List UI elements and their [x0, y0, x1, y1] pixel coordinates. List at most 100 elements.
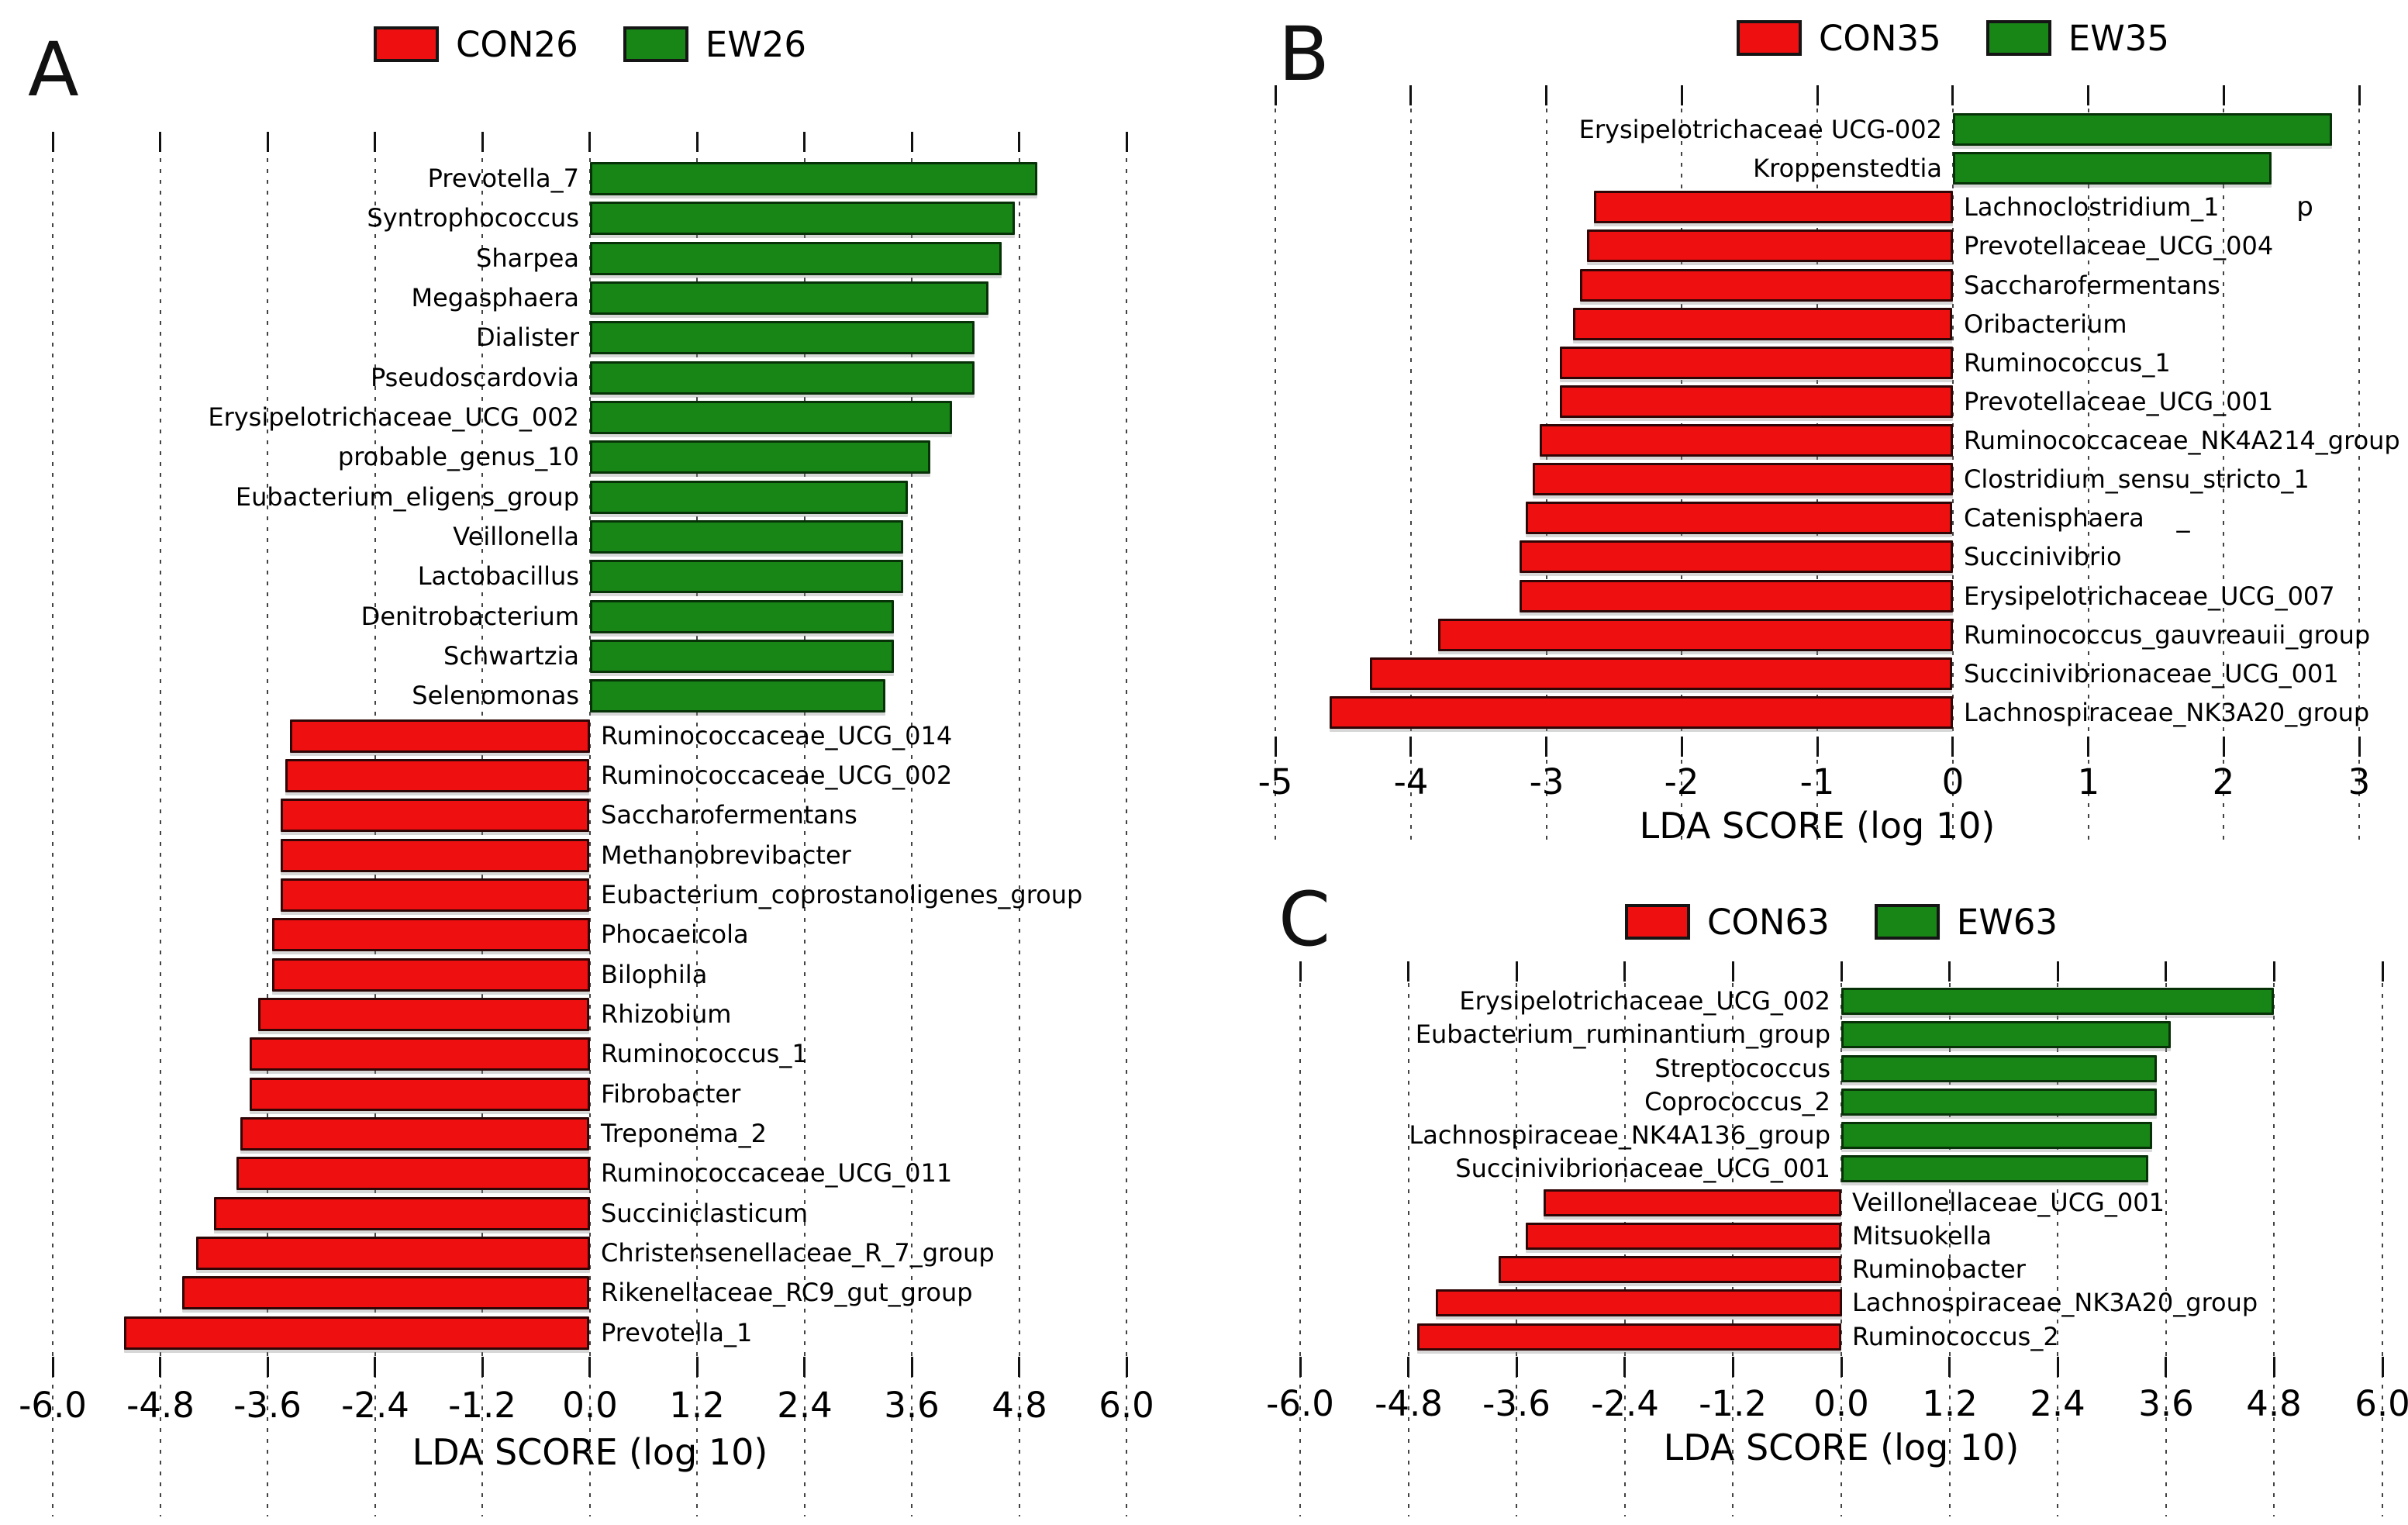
bar-label-mitsuokella: Mitsuokella [1852, 1221, 1992, 1251]
legend-entry-con35: CON35 [1737, 20, 1941, 56]
bar-veillonella [590, 520, 903, 554]
bar-label-ruminobacter: Ruminobacter [1852, 1254, 2026, 1284]
bar-eubacterium-ruminantium-group [1841, 1021, 2171, 1048]
tickmark-top-2-4 [803, 132, 806, 152]
bar-lachnoclostridium-1 [1594, 191, 1953, 223]
tick-label-0-0: 0.0 [562, 1385, 618, 1426]
legend: CON63 EW63 [1625, 904, 2058, 940]
tick-label-1: 1 [2077, 761, 2100, 802]
gridline-1-2 [481, 158, 483, 1516]
gridline-0-0 [1840, 983, 1842, 1516]
tick-label-3: -3 [1529, 761, 1565, 802]
gridline-4-8 [1408, 983, 1409, 1516]
legend-label: CON35 [1819, 17, 1941, 59]
bar-rhizobium [258, 998, 589, 1031]
tick-label-2-4: -2.4 [341, 1385, 409, 1426]
bar-label-oribacterium: Oribacterium [1964, 309, 2127, 339]
panel-label-c: C [1278, 876, 1331, 963]
tickmark-top-4-8 [1407, 961, 1409, 982]
bar-rikenellaceae-rc9-gut-group [182, 1276, 589, 1309]
bar-dialister [590, 321, 975, 354]
bar-label-sharpea: Sharpea [476, 243, 579, 273]
tickmark-top-3-6 [1516, 961, 1518, 982]
bar-label-coprococcus-2: Coprococcus_2 [1644, 1087, 1830, 1116]
tickmark-bottom-2-4 [803, 1357, 806, 1377]
bar-saccharofermentans [1580, 269, 1953, 302]
bar-label-megasphaera: Megasphaera [411, 283, 579, 312]
bar-succiniclasticum [214, 1197, 590, 1230]
tick-label-5: -5 [1257, 761, 1293, 802]
tick-label-2: -2 [1664, 761, 1699, 802]
bar-label-ruminococcaceae-ucg-002: Ruminococcaceae_UCG_002 [601, 761, 953, 790]
legend: CON26 EW26 [374, 26, 806, 62]
bar-label-catenisphaera: Catenisphaera [1964, 503, 2144, 533]
tick-label-0-0: 0.0 [1813, 1383, 1869, 1424]
tickmark-top-3 [1545, 85, 1547, 105]
bar-label-prevotella-1: Prevotella_1 [601, 1318, 753, 1347]
annotation-p-0: p [2296, 191, 2313, 223]
tickmark-bottom-3-6 [267, 1357, 269, 1377]
bar-label-succinivibrio: Succinivibrio [1964, 542, 2122, 571]
tickmark-top-0-0 [588, 132, 591, 152]
bar-label-prevotellaceae-ucg-004: Prevotellaceae_UCG_004 [1964, 231, 2274, 260]
tickmark-top-1-2 [1732, 961, 1734, 982]
tickmark-bottom-6-0 [52, 1357, 54, 1377]
tickmark-top-0 [1951, 85, 1954, 105]
bar-label-ruminococcaceae-nk4a214-group: Ruminococcaceae_NK4A214_group [1964, 426, 2400, 455]
bar-succinivibrio [1520, 540, 1953, 573]
bar-label-rhizobium: Rhizobium [601, 999, 732, 1029]
bar-label-lachnospiraceae-nk4a136-group: Lachnospiraceae_NK4A136_group [1409, 1120, 1830, 1150]
gridline-3-6 [1516, 983, 1517, 1516]
tickmark-top-4 [1409, 85, 1412, 105]
bar-label-prevotella-7: Prevotella_7 [427, 164, 579, 193]
tick-label-2: 2 [2212, 761, 2235, 802]
tick-label-1-2: -1.2 [448, 1385, 516, 1426]
tickmark-top-6-0 [52, 132, 54, 152]
tick-label-4-8: -4.8 [1375, 1383, 1443, 1424]
bar-erysipelotrichaceae-ucg-002 [590, 401, 952, 434]
bar-label-veillonellaceae-ucg-001: Veillonellaceae_UCG_001 [1852, 1188, 2165, 1217]
tickmark-bottom-4-8 [1018, 1357, 1020, 1377]
gridline-0-0 [589, 158, 591, 1516]
bar-label-succinivibrionaceae-ucg-001: Succinivibrionaceae_UCG_001 [1964, 659, 2339, 688]
tickmark-bottom-2 [1681, 737, 1683, 757]
bar-erysipelotrichaceae-ucg-002 [1953, 113, 2332, 146]
bar-pseudoscardovia [590, 361, 975, 395]
gridline-1-2 [696, 158, 698, 1516]
legend-swatch-con26 [374, 26, 440, 62]
legend-swatch-ew26 [623, 26, 688, 62]
x-axis-title: LDA SCORE (log 10) [412, 1431, 768, 1473]
bar-label-saccharofermentans: Saccharofermentans [601, 800, 857, 830]
tickmark-top-1 [1816, 85, 1819, 105]
gridline-2-4 [804, 158, 806, 1516]
bar-label-dialister: Dialister [476, 323, 579, 352]
tickmark-bottom-2-4 [2057, 1357, 2059, 1377]
bar-label-ruminococcaceae-ucg-011: Ruminococcaceae_UCG_011 [601, 1158, 953, 1188]
bar-label-syntrophococcus: Syntrophococcus [367, 203, 579, 233]
tickmark-top-2-4 [2057, 961, 2059, 982]
gridline-4-8 [160, 158, 161, 1516]
bar-ruminococcus-gauvreauii-group [1438, 619, 1953, 651]
bar-label-lachnospiraceae-nk3a20-group: Lachnospiraceae_NK3A20_group [1852, 1288, 2258, 1317]
bar-erysipelotrichaceae-ucg-007 [1520, 580, 1953, 612]
bar-label-eubacterium-ruminantium-group: Eubacterium_ruminantium_group [1415, 1020, 1830, 1049]
bar-prevotellaceae-ucg-004 [1587, 229, 1953, 262]
bar-lachnospiraceae-nk3a20-group [1436, 1289, 1842, 1316]
gridline-6-0 [52, 158, 53, 1516]
tick-label-2-4: 2.4 [777, 1385, 833, 1426]
tickmark-top-3 [2358, 85, 2361, 105]
bar-methanobrevibacter [281, 839, 589, 872]
bar-catenisphaera [1526, 502, 1952, 534]
tickmark-top-5 [1275, 85, 1277, 105]
tick-label-4: -4 [1393, 761, 1429, 802]
legend-entry-con26: CON26 [374, 26, 578, 62]
tickmark-top-4-8 [1018, 132, 1020, 152]
bar-treponema-2 [240, 1117, 589, 1151]
legend-label: EW63 [1956, 901, 2058, 943]
tickmark-bottom-3-6 [1516, 1357, 1518, 1377]
bar-oribacterium [1573, 308, 1952, 340]
bar-label-ruminococcus-gauvreauii-group: Ruminococcus_gauvreauii_group [1964, 620, 2371, 650]
bar-label-veillonella: Veillonella [453, 522, 579, 551]
bar-label-succinivibrionaceae-ucg-001: Succinivibrionaceae_UCG_001 [1455, 1154, 1830, 1183]
